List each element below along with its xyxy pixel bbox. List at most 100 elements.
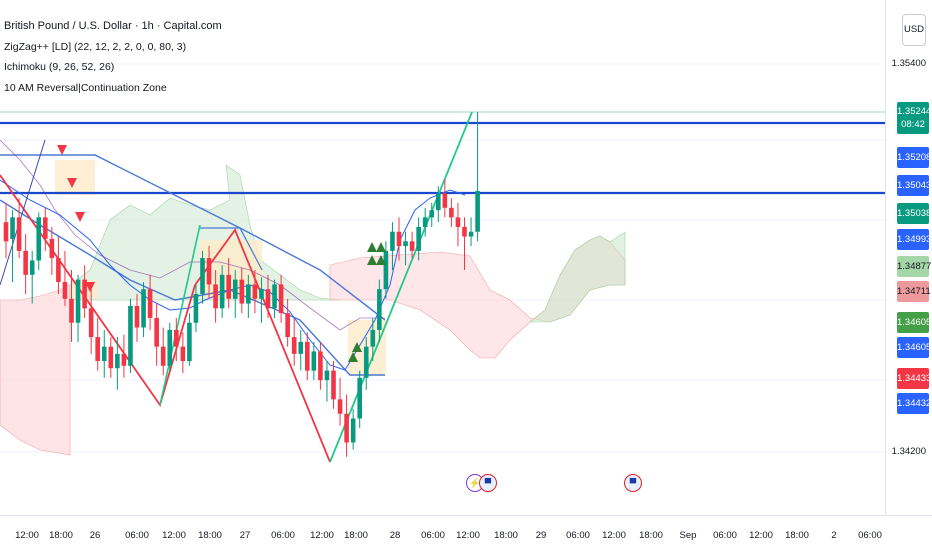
candle-body [95,337,100,362]
us-flag-icon[interactable]: ▀ [479,474,497,492]
candle-body [75,279,81,323]
candle-body [167,329,173,366]
time-tick: 18:00 [785,530,809,541]
kumo-bull-area [69,164,341,301]
chart-area[interactable]: British Pound / U.S. Dollar · 1h · Capit… [0,0,885,515]
candle-body [206,258,212,285]
time-tick: 06:00 [858,530,882,541]
candle-body [468,231,474,237]
chikou-line [0,139,385,331]
channel-line [200,227,263,271]
time-tick: 18:00 [49,530,73,541]
time-tick: 12:00 [310,530,334,541]
candle-body [10,217,15,239]
buy-signal-marker [352,342,362,352]
candle-body [141,289,146,328]
kumo-bull-area [529,231,626,323]
buy-signal-marker [367,242,377,252]
currency-button[interactable]: USD [902,14,926,46]
price-label: 1.34605 [897,337,931,358]
buy-signal-marker [367,255,377,265]
indicator-ichimoku[interactable]: Ichimoku (9, 26, 52, 26) [4,61,115,74]
indicator-zigzag[interactable]: ZigZag++ [LD] (22, 12, 2, 2, 0, 0, 80, 3… [4,40,187,53]
candle-body [442,193,448,208]
time-tick: 12:00 [15,530,39,541]
candle-body [154,317,159,347]
zigzag-minor-line [0,139,46,286]
indicator-reversal-zone[interactable]: 10 AM Reversal|Continuation Zone [4,81,167,94]
price-label: 1.35043 [897,175,931,196]
zigzag-up-line [329,111,473,463]
candle-body [377,289,382,330]
candle-body [43,217,48,239]
time-tick: 12:00 [749,530,773,541]
price-tick: 1.35400 [891,58,926,69]
time-tick: 06:00 [125,530,149,541]
candle-body [396,231,402,247]
time-axis[interactable]: 12:00 18:00 26 06:00 12:00 18:00 27 06:0… [0,515,932,551]
time-tick: 12:00 [602,530,626,541]
signal-markers [57,145,386,362]
candle-body [455,217,461,227]
candle-body [363,346,369,378]
price-label: 1.34711 [897,281,931,302]
time-tick: 12:00 [162,530,186,541]
candle-body [101,346,107,362]
candle-body [121,353,127,366]
time-tick: 28 [389,530,401,541]
time-tick: 18:00 [344,530,368,541]
candle-body [272,284,277,309]
candle-body [82,279,87,309]
candle-body [409,241,415,251]
price-label: 1.34993 [897,229,931,250]
time-tick: 12:00 [456,530,480,541]
price-label: 1.34433 [897,368,931,389]
kumo-bear-area [0,284,71,456]
candle-body [416,226,421,251]
candle-body [462,226,467,237]
candle-body [147,289,153,318]
candle-body [475,191,480,232]
price-label: 1.34432 [897,393,931,414]
zigzag-up-line [159,224,201,406]
candle-body [62,282,68,299]
us-flag-icon[interactable]: ▀ [624,474,642,492]
channel-line [0,199,385,376]
candle-body [239,279,245,304]
candle-body [246,284,251,304]
time-tick: 18:00 [494,530,518,541]
candle-body [436,193,441,211]
candle-body [49,238,55,259]
symbol-title[interactable]: British Pound / U.S. Dollar · 1h · Capit… [4,20,222,32]
candle-body [311,351,317,371]
time-tick: Sep [679,530,697,541]
chart-legend: British Pound / U.S. Dollar · 1h · Capit… [4,16,222,98]
reversal-zone [55,160,95,195]
candle-body [115,353,120,369]
candle-body [370,329,376,347]
price-tick: 1.34200 [891,446,926,457]
candle-body [337,399,343,414]
candle-body [160,346,166,366]
candle-body [56,258,61,283]
indicator-lines [0,111,885,463]
candle-body [16,217,22,251]
time-tick: 29 [535,530,547,541]
candle-body [429,210,435,218]
candle-body [331,370,336,400]
candle-body [318,351,323,381]
candle-body [350,418,356,443]
candle-body [390,231,395,251]
candle-body [193,293,199,323]
time-tick: 2 [831,530,837,541]
candle-body [3,222,9,242]
candle-body [69,298,74,323]
time-tick: 06:00 [713,530,737,541]
candle-body [252,284,258,299]
candle-body [422,217,428,227]
price-label: 1.35038 [897,203,931,224]
price-chart[interactable] [0,0,885,515]
time-tick: 18:00 [639,530,663,541]
candle-body [29,260,35,275]
candle-body [403,241,408,247]
